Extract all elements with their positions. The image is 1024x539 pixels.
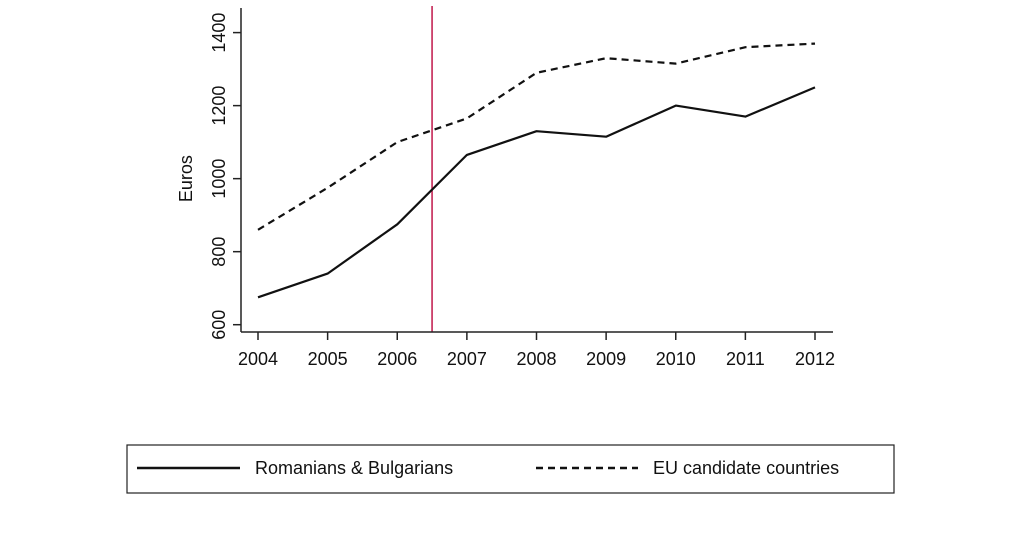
y-axis-title: Euros — [176, 155, 196, 202]
y-tick-label: 1000 — [209, 159, 229, 199]
legend-label: EU candidate countries — [653, 458, 839, 478]
x-tick-label: 2009 — [586, 349, 626, 369]
legend: Romanians & Bulgarians EU candidate count… — [126, 444, 895, 494]
x-tick-label: 2005 — [308, 349, 348, 369]
axes: 2004 2005 2006 2007 2008 2009 2010 2011 2012 600 8… — [176, 8, 835, 369]
legend-box — [126, 444, 895, 494]
series-line-eu-candidates — [257, 42, 816, 231]
x-tick-label: 2010 — [656, 349, 696, 369]
legend-label: Romanians & Bulgarians — [255, 458, 453, 478]
x-tick-label: 2004 — [238, 349, 278, 369]
y-tick-label: 800 — [209, 237, 229, 267]
series-layer — [257, 42, 816, 299]
y-tick-label: 600 — [209, 310, 229, 340]
y-tick-label: 1400 — [209, 13, 229, 53]
y-tick-label: 1200 — [209, 86, 229, 126]
x-tick-label: 2012 — [795, 349, 835, 369]
series-line-romanians-bulgarians — [257, 86, 816, 299]
x-tick-label: 2007 — [447, 349, 487, 369]
x-tick-label: 2011 — [726, 349, 765, 369]
x-tick-label: 2006 — [377, 349, 417, 369]
x-tick-label: 2008 — [516, 349, 556, 369]
